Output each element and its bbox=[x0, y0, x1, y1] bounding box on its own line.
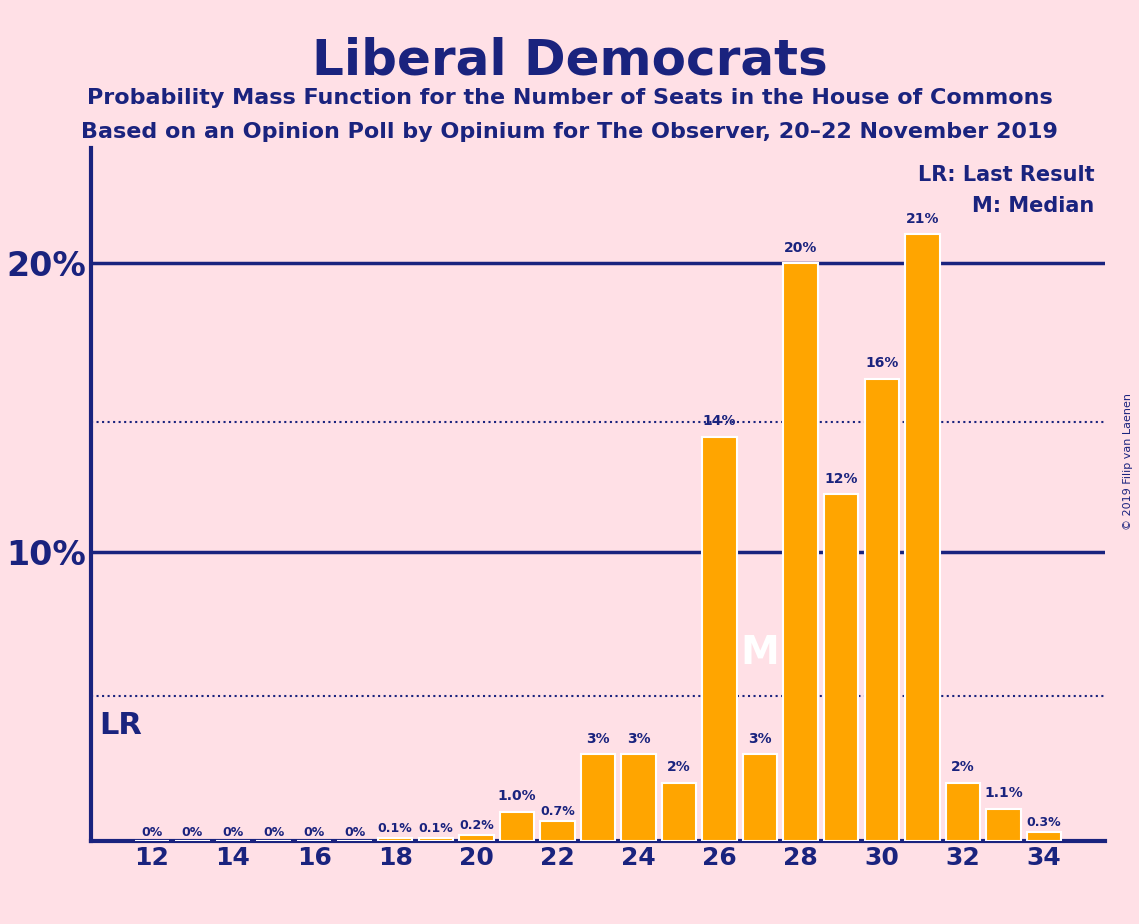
Text: 0.2%: 0.2% bbox=[459, 820, 493, 833]
Bar bbox=[500, 812, 534, 841]
Text: 2%: 2% bbox=[951, 760, 975, 774]
Bar bbox=[540, 821, 575, 841]
Text: 3%: 3% bbox=[587, 732, 609, 746]
Bar bbox=[865, 379, 899, 841]
Bar bbox=[823, 494, 859, 841]
Bar bbox=[784, 263, 818, 841]
Text: 0%: 0% bbox=[303, 826, 325, 839]
Text: M: Median: M: Median bbox=[973, 197, 1095, 216]
Bar bbox=[621, 754, 656, 841]
Text: 0%: 0% bbox=[222, 826, 244, 839]
Text: 0.3%: 0.3% bbox=[1026, 816, 1062, 830]
Bar bbox=[986, 809, 1021, 841]
Bar bbox=[945, 784, 981, 841]
Text: © 2019 Filip van Laenen: © 2019 Filip van Laenen bbox=[1123, 394, 1133, 530]
Text: 14%: 14% bbox=[703, 414, 737, 428]
Bar bbox=[581, 754, 615, 841]
Text: LR: LR bbox=[99, 711, 142, 740]
Text: M: M bbox=[740, 634, 779, 672]
Text: Probability Mass Function for the Number of Seats in the House of Commons: Probability Mass Function for the Number… bbox=[87, 88, 1052, 108]
Bar bbox=[703, 437, 737, 841]
Text: 1.0%: 1.0% bbox=[498, 789, 536, 803]
Text: 0.1%: 0.1% bbox=[418, 822, 453, 835]
Text: LR: Last Result: LR: Last Result bbox=[918, 165, 1095, 185]
Text: 1.1%: 1.1% bbox=[984, 786, 1023, 800]
Text: 0%: 0% bbox=[263, 826, 285, 839]
Text: 0.7%: 0.7% bbox=[540, 805, 575, 818]
Bar bbox=[743, 754, 778, 841]
Text: 2%: 2% bbox=[667, 760, 691, 774]
Text: Liberal Democrats: Liberal Democrats bbox=[312, 37, 827, 85]
Text: 21%: 21% bbox=[906, 212, 940, 225]
Text: 0%: 0% bbox=[344, 826, 366, 839]
Bar bbox=[418, 838, 453, 841]
Bar bbox=[459, 835, 493, 841]
Text: 12%: 12% bbox=[825, 471, 858, 486]
Text: 3%: 3% bbox=[626, 732, 650, 746]
Bar bbox=[1026, 833, 1062, 841]
Text: 3%: 3% bbox=[748, 732, 772, 746]
Text: 0.1%: 0.1% bbox=[378, 822, 412, 835]
Bar bbox=[378, 838, 412, 841]
Text: 16%: 16% bbox=[866, 356, 899, 371]
Text: 0%: 0% bbox=[141, 826, 163, 839]
Text: 0%: 0% bbox=[182, 826, 203, 839]
Bar bbox=[662, 784, 696, 841]
Text: 20%: 20% bbox=[784, 240, 818, 255]
Bar bbox=[906, 235, 940, 841]
Text: Based on an Opinion Poll by Opinium for The Observer, 20–22 November 2019: Based on an Opinion Poll by Opinium for … bbox=[81, 122, 1058, 142]
